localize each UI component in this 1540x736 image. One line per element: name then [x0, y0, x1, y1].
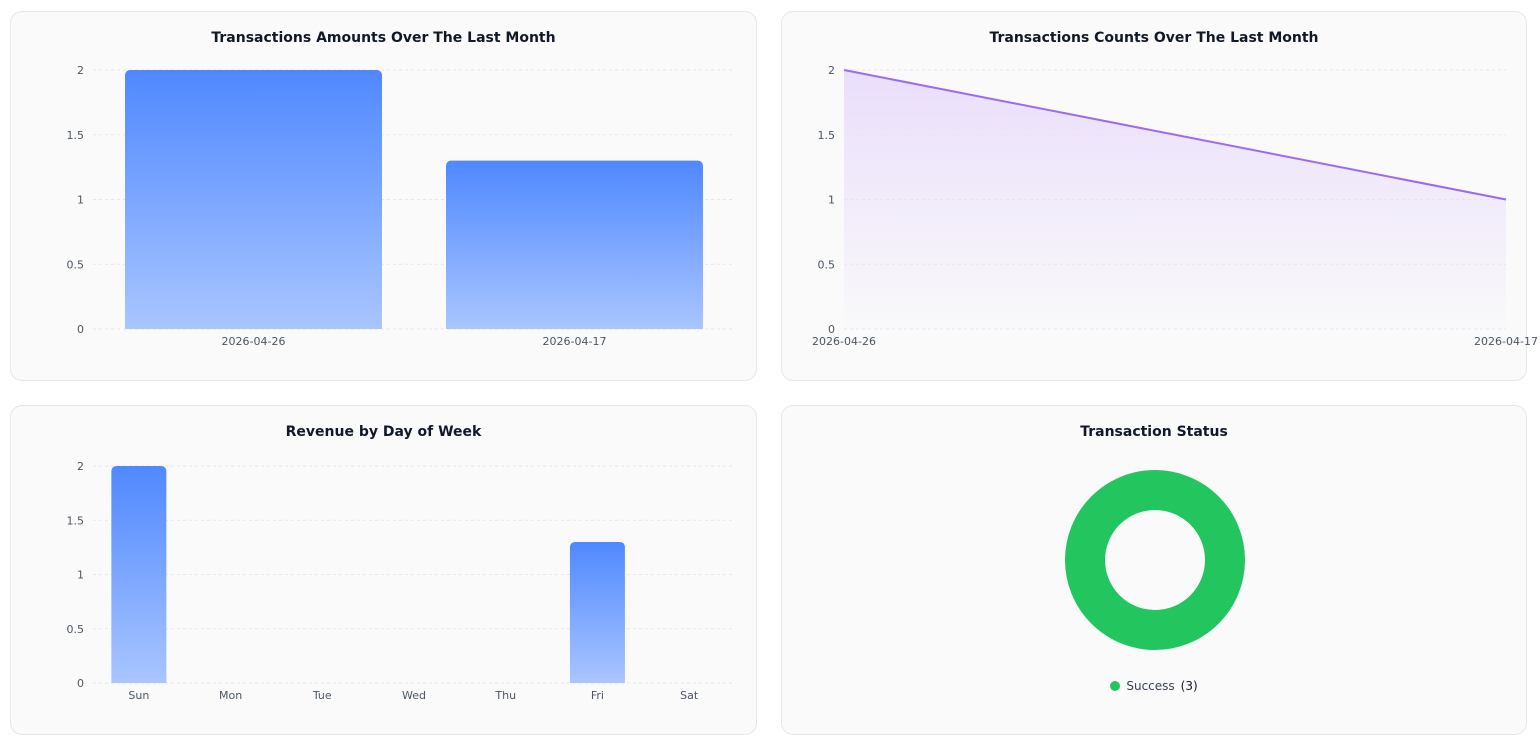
amounts-chart-title: Transactions Amounts Over The Last Month	[211, 30, 556, 46]
status-chart-title: Transaction Status	[1080, 424, 1228, 440]
donut-slice-success	[1065, 470, 1245, 650]
counts-area-fill	[844, 70, 1506, 329]
y-tick-label: 1.5	[818, 129, 836, 142]
y-tick-label: 2	[77, 64, 84, 77]
x-tick-label: 2026-04-26	[222, 335, 286, 348]
weekday-chart-card: Revenue by Day of Week 0 0.5 1 1.5 2 Sun Mon Tu…	[10, 405, 757, 735]
y-tick-label: 0	[828, 323, 835, 336]
y-tick-label: 1.5	[67, 129, 85, 142]
weekday-chart: 0 0.5 1 1.5 2 Sun Mon Tue Wed Thu Fri Sat	[67, 460, 735, 702]
bar-base-2026-04-17	[446, 324, 703, 329]
y-tick-label: 0.5	[818, 258, 836, 271]
amounts-chart: 0 0.5 1 1.5 2 2026-04-26 2026-04-17	[67, 64, 735, 348]
legend-label-success: Success	[1126, 679, 1175, 693]
counts-chart: 0 0.5 1 1.5 2 2026-04-26 2026-04-17	[812, 64, 1538, 348]
y-tick-label: 2	[828, 64, 835, 77]
status-chart-card: Transaction Status Success (3)	[781, 405, 1527, 735]
x-tick-label: Sat	[680, 689, 699, 702]
y-tick-label: 1	[828, 194, 835, 207]
counts-series-line	[843, 69, 1507, 201]
legend-dot-success	[1110, 681, 1121, 691]
amounts-chart-card: Transactions Amounts Over The Last Month…	[10, 11, 757, 381]
y-tick-label: 1.5	[67, 514, 85, 527]
legend-count-success: (3)	[1180, 679, 1198, 693]
bar-2026-04-26	[125, 70, 382, 329]
x-tick-label: Tue	[312, 689, 332, 702]
y-tick-label: 1	[77, 569, 84, 582]
x-tick-label: 2026-04-17	[543, 335, 607, 348]
x-tick-label: 2026-04-26	[812, 335, 876, 348]
x-tick-label: Fri	[591, 689, 604, 702]
status-donut-chart	[1065, 470, 1245, 650]
bar-sun	[111, 466, 167, 683]
bar-fri	[569, 541, 625, 683]
counts-chart-card: Transactions Counts Over The Last Month …	[781, 11, 1538, 381]
x-tick-label: 2026-04-17	[1474, 335, 1538, 348]
y-tick-label: 0.5	[67, 623, 85, 636]
x-tick-label: Sun	[128, 689, 149, 702]
bar-2026-04-17	[446, 160, 703, 329]
bar-base-fri	[569, 678, 625, 683]
bar-base-2026-04-26	[125, 324, 382, 329]
y-tick-label: 2	[77, 460, 84, 473]
y-tick-label: 0	[77, 677, 84, 690]
x-tick-label: Thu	[494, 689, 516, 702]
counts-chart-title: Transactions Counts Over The Last Month	[989, 30, 1319, 46]
bar-base-sun	[111, 678, 167, 683]
status-legend[interactable]: Success (3)	[782, 679, 1526, 693]
y-tick-label: 1	[77, 194, 84, 207]
y-tick-label: 0	[77, 323, 84, 336]
y-tick-label: 0.5	[67, 258, 85, 271]
x-tick-label: Wed	[402, 689, 426, 702]
weekday-chart-title: Revenue by Day of Week	[285, 424, 482, 440]
x-tick-label: Mon	[219, 689, 242, 702]
